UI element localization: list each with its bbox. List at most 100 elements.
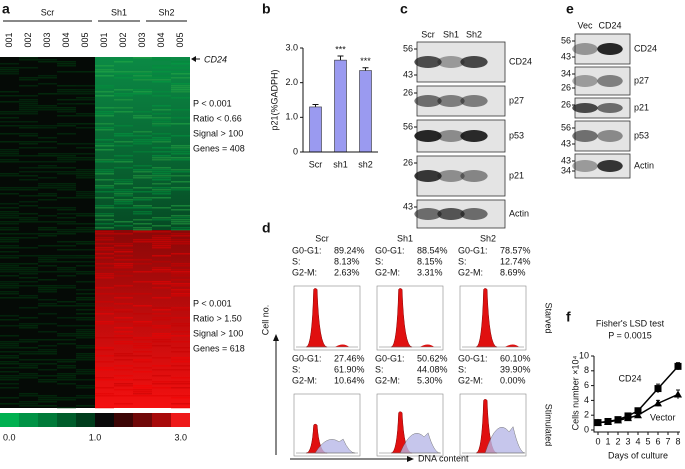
y-tick-label: 2.0	[285, 77, 298, 87]
heatmap-cell	[114, 355, 133, 357]
heatmap-cell	[171, 215, 190, 217]
heatmap-cell	[0, 233, 19, 235]
sample-label: 004	[61, 32, 71, 47]
heatmap-cell	[133, 371, 152, 373]
heatmap-cell	[76, 293, 95, 295]
gene-label: CD24	[204, 54, 227, 64]
heatmap-cell	[19, 273, 38, 275]
heatmap-cell	[38, 127, 57, 129]
heatmap-cell	[38, 401, 57, 403]
heatmap-cell	[133, 199, 152, 201]
heatmap-cell	[0, 251, 19, 253]
heatmap-cell	[0, 117, 19, 119]
heatmap-cell	[0, 111, 19, 113]
heatmap-cell	[76, 385, 95, 387]
heatmap-cell	[76, 319, 95, 321]
blot-band	[460, 95, 488, 107]
heatmap-cell	[114, 245, 133, 247]
heatmap-cell	[171, 67, 190, 69]
heatmap-cell	[76, 325, 95, 327]
phase-label: S:	[375, 364, 384, 374]
heatmap-cell	[152, 157, 171, 159]
heatmap-cell	[38, 271, 57, 273]
sample-label: 001	[4, 32, 14, 47]
histogram-peak	[390, 288, 413, 348]
heatmap-cell	[133, 57, 152, 59]
heatmap-cell	[19, 271, 38, 273]
heatmap-cell	[19, 351, 38, 353]
heatmap-cell	[76, 241, 95, 243]
phase-label: G2-M:	[375, 267, 400, 277]
heatmap-cell	[76, 357, 95, 359]
heatmap-cell	[114, 263, 133, 265]
heatmap-cell	[76, 89, 95, 91]
y-axis-label: Cells number ×10⁴	[570, 356, 580, 431]
heatmap-cell	[0, 325, 19, 327]
heatmap-cell	[76, 329, 95, 331]
heatmap-cell	[152, 237, 171, 239]
heatmap-cell	[95, 287, 114, 289]
phase-label: S:	[292, 364, 301, 374]
heatmap-cell	[152, 345, 171, 347]
heatmap-cell	[171, 283, 190, 285]
heatmap-cell	[19, 327, 38, 329]
heatmap-cell	[57, 365, 76, 367]
heatmap-cell	[95, 115, 114, 117]
heatmap-cell	[57, 301, 76, 303]
phase-value: 44.08%	[417, 364, 448, 374]
heatmap-cell	[171, 279, 190, 281]
heatmap-cell	[171, 209, 190, 211]
heatmap-cell	[0, 335, 19, 337]
heatmap-cell	[95, 301, 114, 303]
heatmap-cell	[76, 255, 95, 257]
blot-label: CD24	[509, 56, 532, 66]
heatmap-cell	[57, 275, 76, 277]
error-bar	[312, 104, 319, 107]
heatmap-cell	[95, 323, 114, 325]
group-label: Scr	[41, 7, 55, 17]
heatmap-cell	[95, 257, 114, 259]
heatmap-cell	[152, 79, 171, 81]
heatmap-cell	[0, 193, 19, 195]
heatmap-cell	[19, 363, 38, 365]
heatmap-cell	[57, 399, 76, 401]
heatmap-cell	[95, 91, 114, 93]
heatmap-cell	[19, 127, 38, 129]
heatmap-cell	[152, 357, 171, 359]
heatmap-cell	[19, 213, 38, 215]
heatmap-cell	[76, 335, 95, 337]
heatmap-cell	[95, 169, 114, 171]
heatmap-cell	[114, 285, 133, 287]
heatmap-cell	[171, 219, 190, 221]
heatmap-cell	[76, 359, 95, 361]
blot-band	[437, 56, 465, 68]
heatmap-cell	[114, 59, 133, 61]
heatmap-cell	[95, 347, 114, 349]
heatmap-cell	[133, 239, 152, 241]
heatmap-cell	[114, 201, 133, 203]
heatmap-cell	[57, 375, 76, 377]
heatmap-cell	[19, 155, 38, 157]
heatmap-cell	[133, 367, 152, 369]
phase-value: 2.63%	[334, 267, 360, 277]
heatmap-cell	[133, 263, 152, 265]
heatmap-cell	[95, 253, 114, 255]
heatmap-cell	[76, 193, 95, 195]
heatmap-cell	[133, 175, 152, 177]
series-label: Vector	[650, 412, 676, 422]
heatmap-cell	[114, 111, 133, 113]
heatmap-cell	[57, 171, 76, 173]
heatmap-cell	[38, 261, 57, 263]
heatmap-cell	[152, 137, 171, 139]
histogram-s-phase	[484, 426, 526, 454]
heatmap-cell	[19, 143, 38, 145]
heatmap-cell	[133, 177, 152, 179]
phase-value: 3.31%	[417, 267, 443, 277]
heatmap-cell	[171, 381, 190, 383]
heatmap-cell	[38, 285, 57, 287]
heatmap-cell	[57, 379, 76, 381]
heatmap-cell	[57, 383, 76, 385]
marker-label: 26	[403, 87, 413, 97]
heatmap-cell	[95, 337, 114, 339]
heatmap-cell	[0, 255, 19, 257]
